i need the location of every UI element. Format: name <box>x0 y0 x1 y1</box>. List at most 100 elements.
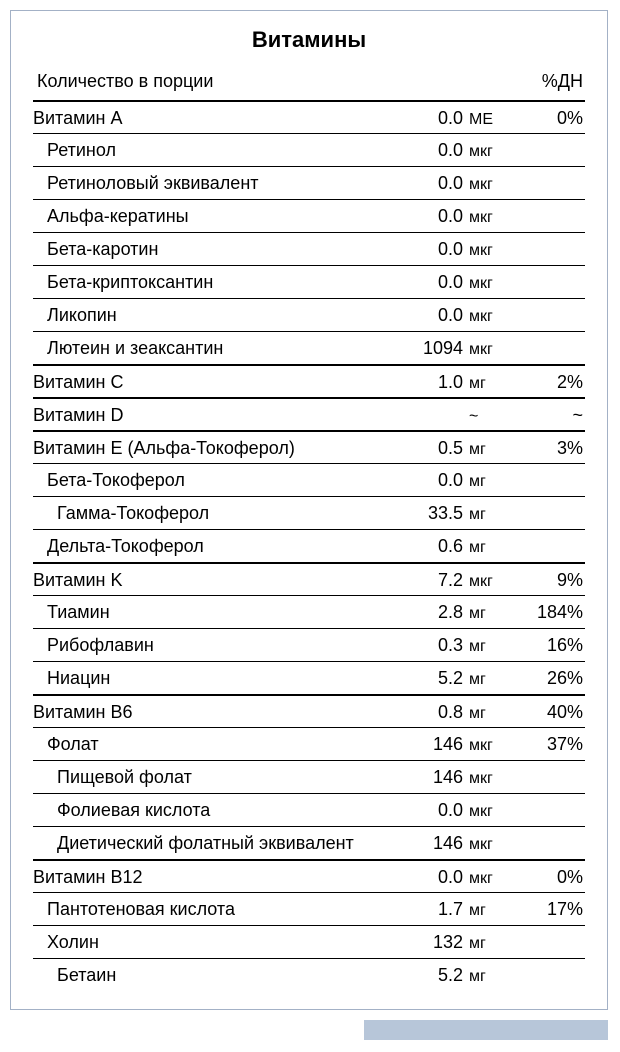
nutrient-amount: 0.0 <box>399 794 463 827</box>
nutrient-name: Альфа-кератины <box>33 200 399 233</box>
nutrient-dv: 17% <box>509 893 585 926</box>
nutrient-unit: мкг <box>463 762 509 795</box>
table-row: Витамин C1.0мг2% <box>33 364 585 397</box>
nutrient-amount: 146 <box>399 728 463 761</box>
nutrient-unit: мг <box>463 927 509 960</box>
table-row: Лютеин и зеаксантин1094мкг <box>33 331 585 364</box>
nutrient-unit: мкг <box>463 795 509 828</box>
table-row: Витамин B60.8мг40% <box>33 694 585 727</box>
table-row: Ликопин0.0мкг <box>33 298 585 331</box>
footer-wrap <box>0 1020 618 1040</box>
nutrient-amount: 5.2 <box>399 662 463 695</box>
nutrient-dv: 3% <box>509 432 585 465</box>
nutrient-dv: ~ <box>509 399 585 432</box>
table-row: Ниацин5.2мг26% <box>33 661 585 694</box>
nutrient-unit: мкг <box>463 333 509 366</box>
table-row: Бета-Токоферол0.0мг <box>33 463 585 496</box>
nutrient-amount: 33.5 <box>399 497 463 530</box>
nutrient-amount: 0.0 <box>399 134 463 167</box>
table-row: Диетический фолатный эквивалент146мкг <box>33 826 585 859</box>
table-header: Количество в порции %ДН <box>33 71 585 100</box>
nutrient-unit: мг <box>463 697 509 730</box>
nutrient-dv: 184% <box>509 596 585 629</box>
nutrient-unit: мкг <box>463 201 509 234</box>
nutrient-name: Витамин C <box>33 366 399 399</box>
nutrient-name: Холин <box>33 926 399 959</box>
table-row: Ретинол0.0мкг <box>33 133 585 166</box>
nutrient-name: Тиамин <box>33 596 399 629</box>
nutrient-name: Витамин K <box>33 564 399 597</box>
table-row: Витамин K7.2мкг9% <box>33 562 585 595</box>
nutrient-name: Лютеин и зеаксантин <box>33 332 399 365</box>
table-row: Дельта-Токоферол0.6мг <box>33 529 585 562</box>
nutrient-name: Витамин B6 <box>33 696 399 729</box>
nutrient-name: Ниацин <box>33 662 399 695</box>
nutrient-amount: 0.5 <box>399 432 463 465</box>
nutrient-name: Дельта-Токоферол <box>33 530 399 563</box>
table-row: Бета-криптоксантин0.0мкг <box>33 265 585 298</box>
nutrient-unit: мг <box>463 960 509 993</box>
nutrient-name: Ликопин <box>33 299 399 332</box>
nutrient-unit: мкг <box>463 862 509 895</box>
nutrient-name: Витамин A <box>33 102 399 135</box>
nutrient-unit: ~ <box>463 400 509 433</box>
nutrient-unit: мкг <box>463 267 509 300</box>
header-amount-label: Количество в порции <box>33 71 515 92</box>
nutrient-dv: 2% <box>509 366 585 399</box>
nutrient-name: Бета-Токоферол <box>33 464 399 497</box>
nutrient-unit: мг <box>463 663 509 696</box>
table-row: Фолиевая кислота0.0мкг <box>33 793 585 826</box>
nutrient-dv: 9% <box>509 564 585 597</box>
nutrient-name: Гамма-Токоферол <box>33 497 399 530</box>
nutrition-card: Витамины Количество в порции %ДН Витамин… <box>10 10 608 1010</box>
table-row: Альфа-кератины0.0мкг <box>33 199 585 232</box>
nutrient-name: Витамин D <box>33 399 399 432</box>
card-title: Витамины <box>33 23 585 71</box>
nutrient-dv: 16% <box>509 629 585 662</box>
nutrient-unit: мкг <box>463 729 509 762</box>
nutrient-amount: 0.0 <box>399 464 463 497</box>
table-row: Витамин D ~~ <box>33 397 585 430</box>
nutrient-name: Витамин E (Альфа-Токоферол) <box>33 432 399 465</box>
nutrient-amount: 5.2 <box>399 959 463 992</box>
nutrient-amount: 0.0 <box>399 167 463 200</box>
nutrient-amount: 0.0 <box>399 233 463 266</box>
nutrient-amount: 1094 <box>399 332 463 365</box>
nutrient-amount: 7.2 <box>399 564 463 597</box>
table-row: Гамма-Токоферол33.5мг <box>33 496 585 529</box>
nutrient-name: Фолат <box>33 728 399 761</box>
nutrient-name: Бетаин <box>33 959 399 992</box>
table-row: Витамин A0.0МЕ0% <box>33 100 585 133</box>
nutrient-name: Рибофлавин <box>33 629 399 662</box>
nutrient-unit: мкг <box>463 300 509 333</box>
nutrient-unit: мг <box>463 498 509 531</box>
table-row: Бетаин5.2мг <box>33 958 585 991</box>
table-body: Витамин A0.0МЕ0%Ретинол0.0мкгРетиноловый… <box>33 100 585 991</box>
table-row: Холин132мг <box>33 925 585 958</box>
nutrient-name: Ретинол <box>33 134 399 167</box>
nutrient-amount: 0.3 <box>399 629 463 662</box>
nutrient-unit: мкг <box>463 135 509 168</box>
nutrient-name: Диетический фолатный эквивалент <box>33 827 399 860</box>
table-row: Витамин E (Альфа-Токоферол)0.5мг3% <box>33 430 585 463</box>
nutrient-unit: мг <box>463 597 509 630</box>
nutrient-unit: мг <box>463 465 509 498</box>
nutrient-name: Бета-каротин <box>33 233 399 266</box>
nutrient-amount: 132 <box>399 926 463 959</box>
nutrient-amount: 0.6 <box>399 530 463 563</box>
nutrient-name: Бета-криптоксантин <box>33 266 399 299</box>
nutrient-amount: 0.8 <box>399 696 463 729</box>
nutrient-amount: 146 <box>399 761 463 794</box>
nutrient-dv: 40% <box>509 696 585 729</box>
nutrient-name: Пищевой фолат <box>33 761 399 794</box>
nutrient-amount: 1.7 <box>399 893 463 926</box>
table-row: Рибофлавин0.3мг16% <box>33 628 585 661</box>
nutrient-name: Витамин B12 <box>33 861 399 894</box>
nutrient-name: Фолиевая кислота <box>33 794 399 827</box>
nutrient-amount: 0.0 <box>399 102 463 135</box>
nutrient-unit: мг <box>463 531 509 564</box>
footer-bar <box>364 1020 608 1040</box>
header-dv-label: %ДН <box>515 71 585 92</box>
nutrient-unit: мкг <box>463 234 509 267</box>
table-row: Тиамин2.8мг184% <box>33 595 585 628</box>
